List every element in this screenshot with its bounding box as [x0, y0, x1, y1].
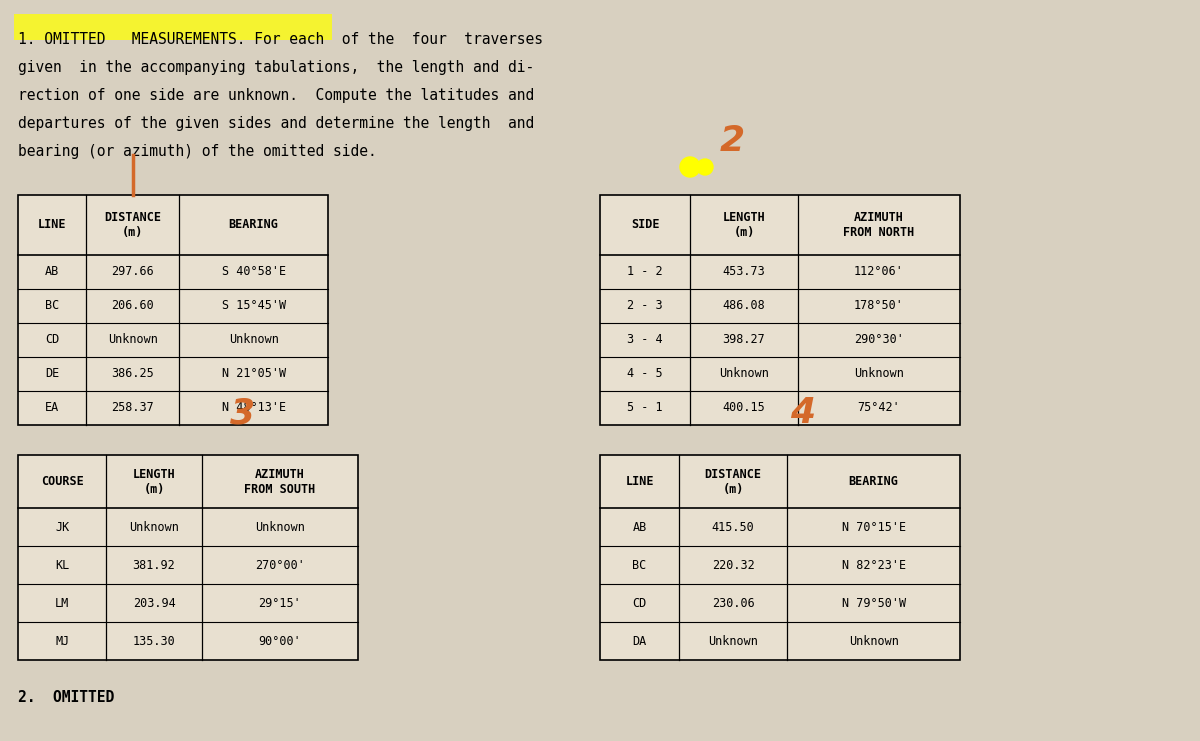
Text: AZIMUTH
FROM NORTH: AZIMUTH FROM NORTH — [844, 211, 914, 239]
Text: LENGTH
(m): LENGTH (m) — [722, 211, 766, 239]
Text: Unknown: Unknown — [108, 333, 157, 346]
Text: departures of the given sides and determine the length  and: departures of the given sides and determ… — [18, 116, 534, 131]
Text: 453.73: 453.73 — [722, 265, 766, 279]
Text: 203.94: 203.94 — [133, 597, 175, 610]
Text: AB: AB — [44, 265, 59, 279]
Text: AZIMUTH
FROM SOUTH: AZIMUTH FROM SOUTH — [244, 468, 316, 496]
Text: 1. OMITTED   MEASUREMENTS. For each  of the  four  traverses: 1. OMITTED MEASUREMENTS. For each of the… — [18, 32, 542, 47]
Text: BC: BC — [632, 559, 647, 572]
Text: Unknown: Unknown — [719, 368, 769, 380]
Text: 112°06': 112°06' — [854, 265, 904, 279]
Text: 90°00': 90°00' — [258, 634, 301, 648]
Text: Unknown: Unknown — [708, 634, 758, 648]
Text: DISTANCE
(m): DISTANCE (m) — [704, 468, 762, 496]
Text: COURSE: COURSE — [41, 475, 84, 488]
Bar — [18, 195, 328, 425]
Text: 398.27: 398.27 — [722, 333, 766, 346]
Text: 4 - 5: 4 - 5 — [628, 368, 662, 380]
Text: 290°30': 290°30' — [854, 333, 904, 346]
Text: LINE: LINE — [38, 219, 66, 231]
Text: S 15°45'W: S 15°45'W — [222, 299, 286, 313]
Text: 3 - 4: 3 - 4 — [628, 333, 662, 346]
Text: 135.30: 135.30 — [133, 634, 175, 648]
Text: SIDE: SIDE — [631, 219, 659, 231]
Text: 3: 3 — [230, 396, 256, 430]
Text: 5 - 1: 5 - 1 — [628, 402, 662, 414]
Text: bearing (or azimuth) of the omitted side.: bearing (or azimuth) of the omitted side… — [18, 144, 377, 159]
Bar — [14, 14, 332, 40]
Text: LM: LM — [55, 597, 70, 610]
Text: DA: DA — [632, 634, 647, 648]
Text: CD: CD — [44, 333, 59, 346]
Text: 415.50: 415.50 — [712, 521, 755, 534]
Text: N 48°13'E: N 48°13'E — [222, 402, 286, 414]
Text: BEARING: BEARING — [848, 475, 899, 488]
Text: Unknown: Unknown — [254, 521, 305, 534]
Text: DE: DE — [44, 368, 59, 380]
Circle shape — [680, 157, 700, 177]
Text: 75°42': 75°42' — [858, 402, 900, 414]
Bar — [600, 455, 960, 660]
Text: Unknown: Unknown — [229, 333, 278, 346]
Text: JK: JK — [55, 521, 70, 534]
Text: 220.32: 220.32 — [712, 559, 755, 572]
Text: 2: 2 — [720, 124, 745, 158]
Text: N 21°05'W: N 21°05'W — [222, 368, 286, 380]
Text: Unknown: Unknown — [130, 521, 179, 534]
Text: 206.60: 206.60 — [112, 299, 154, 313]
Text: N 82°23'E: N 82°23'E — [841, 559, 906, 572]
Bar — [600, 195, 960, 425]
Text: DISTANCE
(m): DISTANCE (m) — [104, 211, 161, 239]
Bar — [18, 455, 358, 660]
Text: 230.06: 230.06 — [712, 597, 755, 610]
Text: EA: EA — [44, 402, 59, 414]
Text: given  in the accompanying tabulations,  the length and di-: given in the accompanying tabulations, t… — [18, 60, 534, 75]
Text: 297.66: 297.66 — [112, 265, 154, 279]
Text: 486.08: 486.08 — [722, 299, 766, 313]
Text: Unknown: Unknown — [848, 634, 899, 648]
Text: S 40°58'E: S 40°58'E — [222, 265, 286, 279]
Text: Unknown: Unknown — [854, 368, 904, 380]
Text: 29°15': 29°15' — [258, 597, 301, 610]
Text: BC: BC — [44, 299, 59, 313]
Text: 178°50': 178°50' — [854, 299, 904, 313]
Text: LINE: LINE — [625, 475, 654, 488]
Text: 1 - 2: 1 - 2 — [628, 265, 662, 279]
Text: 2 - 3: 2 - 3 — [628, 299, 662, 313]
Text: 4: 4 — [790, 396, 815, 430]
Text: 2.  OMITTED: 2. OMITTED — [18, 690, 114, 705]
Text: AB: AB — [632, 521, 647, 534]
Text: N 79°50'W: N 79°50'W — [841, 597, 906, 610]
Text: 270°00': 270°00' — [254, 559, 305, 572]
Text: LENGTH
(m): LENGTH (m) — [133, 468, 175, 496]
Text: KL: KL — [55, 559, 70, 572]
Text: 381.92: 381.92 — [133, 559, 175, 572]
Text: CD: CD — [632, 597, 647, 610]
Text: N 70°15'E: N 70°15'E — [841, 521, 906, 534]
Text: 258.37: 258.37 — [112, 402, 154, 414]
Text: 400.15: 400.15 — [722, 402, 766, 414]
Text: BEARING: BEARING — [229, 219, 278, 231]
Text: 386.25: 386.25 — [112, 368, 154, 380]
Circle shape — [697, 159, 713, 175]
Text: rection of one side are unknown.  Compute the latitudes and: rection of one side are unknown. Compute… — [18, 88, 534, 103]
Text: MJ: MJ — [55, 634, 70, 648]
